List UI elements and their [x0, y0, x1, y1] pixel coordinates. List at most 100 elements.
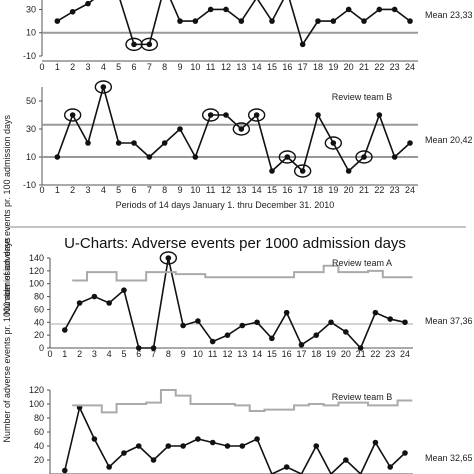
data-point [239, 322, 246, 329]
data-point [283, 309, 290, 316]
data-point [192, 154, 199, 160]
data-point [402, 450, 408, 456]
x-tick-label: 16 [282, 62, 292, 72]
data-point [224, 332, 231, 338]
data-point [315, 18, 321, 24]
y-tick-label: 50 [26, 96, 36, 106]
data-point [146, 41, 153, 48]
x-tick-label: 10 [193, 349, 203, 359]
data-point [372, 309, 379, 316]
x-tick-label: 20 [344, 62, 354, 72]
data-point [161, 140, 168, 146]
data-point [343, 457, 349, 463]
x-tick-label: 13 [237, 349, 247, 359]
x-tick-label: 22 [374, 62, 384, 72]
outlier-circle [278, 150, 297, 164]
data-point [106, 300, 112, 306]
y-tick-label: 30 [26, 4, 36, 14]
x-tick-label: 15 [267, 349, 277, 359]
data-point [254, 319, 260, 326]
outlier-circle [63, 108, 82, 122]
mean-label: Mean 32,65 [425, 453, 473, 463]
x-tick-label: 7 [147, 185, 152, 195]
x-tick-label: 13 [236, 62, 246, 72]
outlier-circle [94, 80, 113, 94]
data-point [253, 112, 260, 118]
x-tick-label: 18 [311, 349, 321, 359]
data-point [315, 112, 321, 118]
outlier-circle [232, 122, 251, 136]
x-tick-label: 9 [177, 185, 182, 195]
data-point [299, 41, 306, 48]
mean-label: Mean 23,33 [425, 10, 473, 20]
data-point [135, 345, 142, 351]
x-tick-label: 16 [282, 349, 292, 359]
x-tick-label: 22 [374, 185, 384, 195]
y-tick-label: 60 [34, 427, 44, 437]
y-tick-label: 120 [29, 385, 44, 395]
y-tick-label: 80 [34, 413, 44, 423]
x-tick-label: 6 [131, 62, 136, 72]
x-tick-label: 15 [267, 185, 277, 195]
data-point [91, 436, 98, 442]
data-point [391, 154, 398, 160]
data-point [121, 450, 127, 456]
data-point [357, 345, 364, 351]
data-point [121, 287, 127, 293]
x-tick-label: 2 [77, 349, 82, 359]
x-tick-label: 9 [181, 349, 186, 359]
x-tick-label: 5 [121, 349, 126, 359]
data-point [330, 18, 337, 24]
data-point [165, 255, 172, 261]
x-tick-label: 7 [151, 349, 156, 359]
y-tick-label: 80 [34, 292, 44, 302]
outlier-circle [159, 251, 178, 265]
data-point [131, 140, 137, 146]
y-tick-label: 120 [29, 266, 44, 276]
panel-subtitle: Review team B [332, 392, 393, 402]
outlier-circle [324, 136, 343, 150]
x-tick-label: 17 [298, 185, 308, 195]
x-tick-label: 19 [326, 349, 336, 359]
x-tick-label: 11 [208, 349, 217, 359]
data-point [361, 18, 367, 24]
x-axis-label: Periods of 14 days January 1. thru Decem… [116, 200, 335, 210]
x-tick-label: 24 [405, 62, 415, 72]
x-tick-label: 11 [206, 62, 215, 72]
x-tick-label: 23 [385, 349, 395, 359]
data-point [269, 18, 275, 24]
series-line [64, 405, 406, 474]
data-point [313, 443, 320, 449]
x-tick-label: 18 [313, 185, 323, 195]
series-line [56, 83, 411, 173]
data-point [391, 6, 398, 13]
series-line [56, 0, 411, 47]
data-point [376, 6, 383, 13]
data-point [69, 8, 76, 15]
x-tick-label: 23 [390, 185, 400, 195]
x-tick-label: 4 [101, 185, 106, 195]
x-tick-label: 3 [85, 62, 90, 72]
x-tick-label: 3 [92, 349, 97, 359]
data-point [330, 140, 337, 146]
data-point [150, 345, 157, 351]
data-point [165, 443, 172, 449]
x-tick-label: 1 [55, 185, 60, 195]
x-tick-label: 20 [344, 185, 354, 195]
x-tick-label: 1 [55, 62, 60, 72]
data-point [299, 168, 306, 174]
x-tick-label: 0 [47, 349, 52, 359]
y-tick-label: 0 [39, 343, 44, 353]
data-point [223, 112, 229, 118]
x-tick-label: 17 [298, 62, 308, 72]
panel-subtitle: Review team B [332, 92, 393, 102]
data-point [150, 457, 157, 463]
x-tick-label: 24 [405, 185, 415, 195]
control-limit-line [72, 389, 413, 414]
data-point [209, 338, 216, 345]
x-tick-label: 19 [328, 185, 338, 195]
y-tick-label: 20 [34, 455, 44, 465]
x-tick-label: 8 [162, 185, 167, 195]
data-point [115, 140, 122, 146]
